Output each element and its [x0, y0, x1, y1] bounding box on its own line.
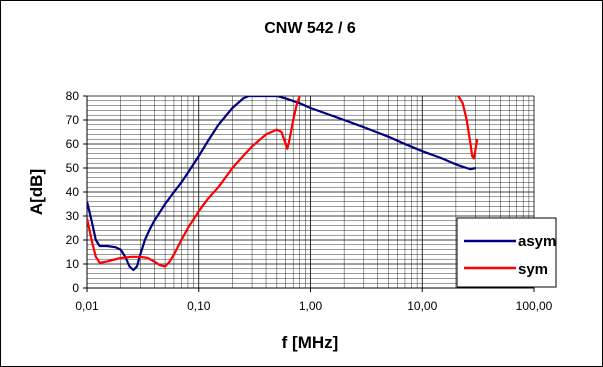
- x-tick-label: 10,00: [407, 299, 437, 313]
- series-lines: [87, 96, 479, 272]
- y-tick-label: 30: [66, 209, 80, 223]
- x-axis-title: f [MHz]: [282, 333, 339, 352]
- y-tick-label: 80: [66, 89, 80, 103]
- x-tick-label: 100,00: [516, 299, 553, 313]
- series-line-asym: [87, 96, 476, 272]
- legend: asym sym: [456, 217, 557, 288]
- y-axis-title: A[dB]: [27, 169, 46, 215]
- x-tick-label: 1,00: [299, 299, 323, 313]
- legend-box: [456, 217, 557, 288]
- y-tick-label: 10: [66, 257, 80, 271]
- tick-labels: 0 10 20 30 40 50 60 70 80 0,01 0,10 1,00 10,00 100,00: [66, 89, 553, 313]
- plot-axes: [83, 95, 535, 292]
- y-tick-label: 60: [66, 137, 80, 151]
- series-line-sym: [457, 96, 479, 160]
- legend-label-asym: asym: [518, 233, 556, 250]
- y-tick-label: 20: [66, 233, 80, 247]
- y-tick-label: 50: [66, 161, 80, 175]
- y-tick-label: 40: [66, 185, 80, 199]
- y-tick-label: 0: [72, 281, 79, 295]
- series-line-sym: [87, 96, 301, 268]
- legend-label-sym: sym: [518, 261, 548, 278]
- plot-grid: [86, 95, 535, 289]
- y-tick-label: 70: [66, 113, 80, 127]
- x-tick-label: 0,10: [187, 299, 211, 313]
- chart-title: CNW 542 / 6: [264, 20, 356, 37]
- x-tick-label: 0,01: [75, 299, 99, 313]
